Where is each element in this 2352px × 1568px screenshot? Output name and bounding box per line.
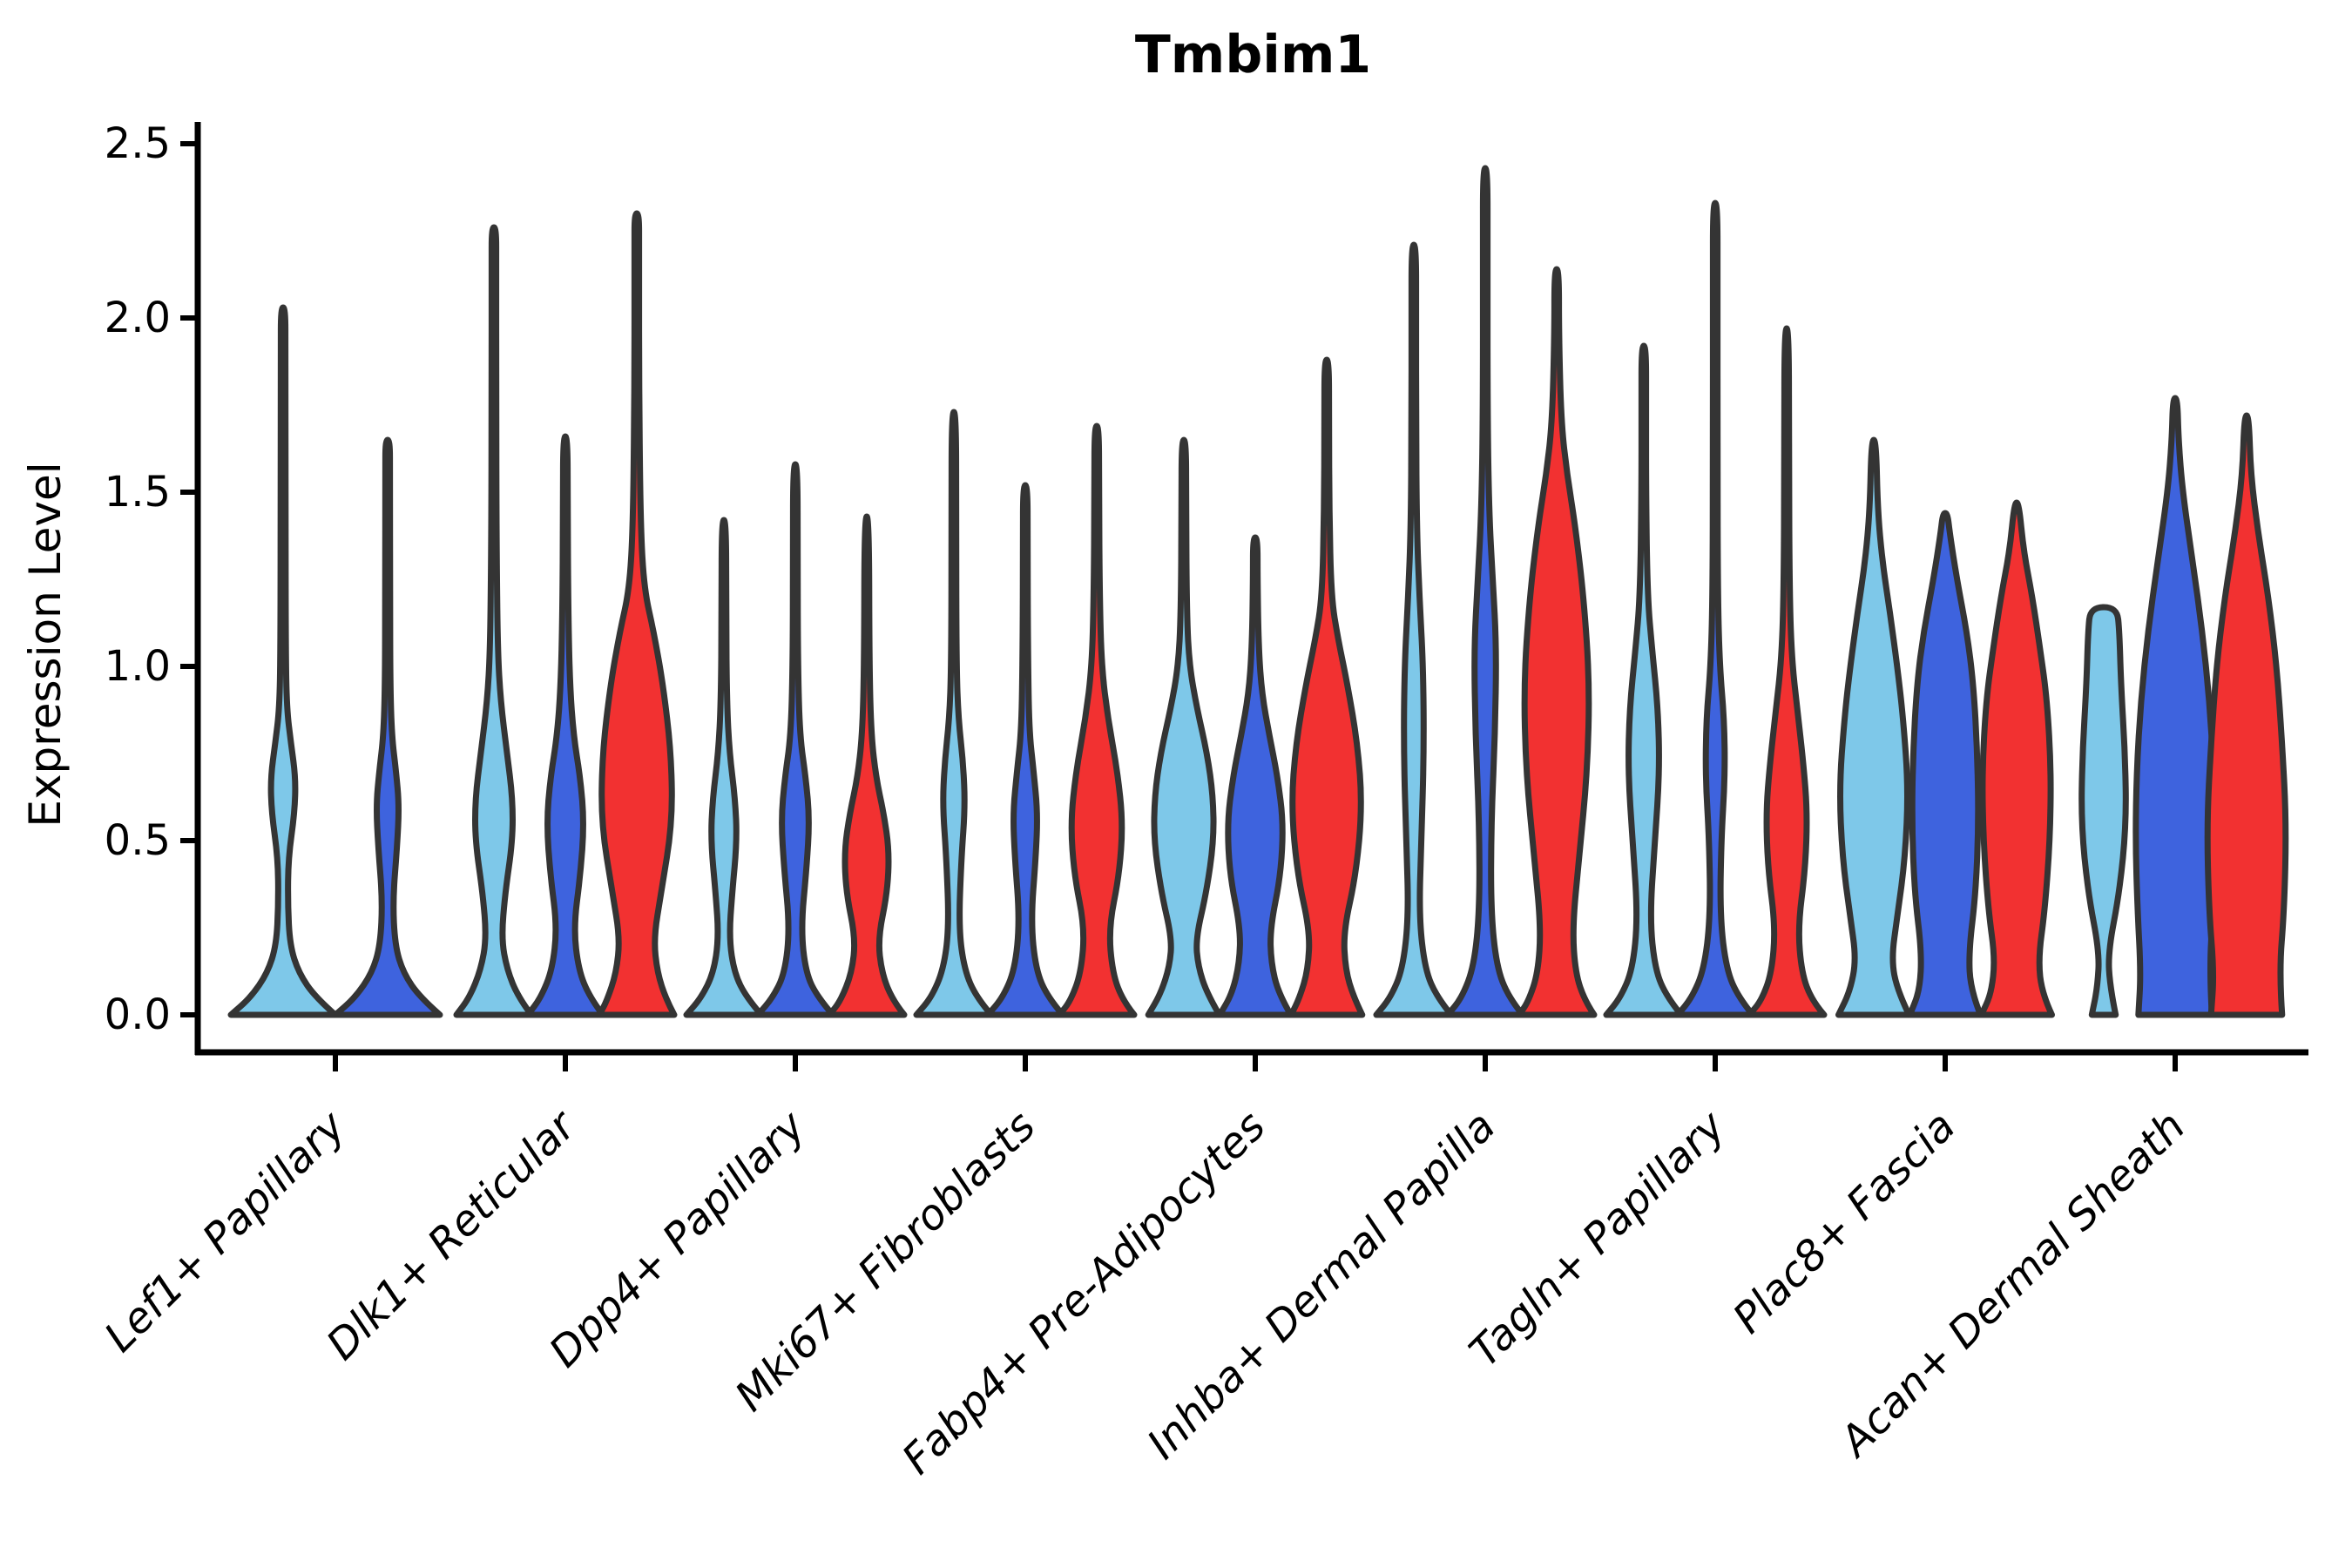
y-tick-label: 2.0 (105, 294, 171, 342)
violin-light_blue (227, 304, 339, 1018)
violin-red (1056, 422, 1138, 1018)
y-tick-label: 0.0 (105, 990, 171, 1039)
violin-red (1746, 325, 1828, 1018)
violin-red (1516, 266, 1598, 1018)
x-tick-label: Dlk1+ Reticular (317, 1100, 587, 1370)
x-tick-label: Fabp4+ Pre-Adipocytes (893, 1102, 1275, 1484)
violin-light_blue (453, 224, 535, 1018)
violin-blue (524, 433, 606, 1018)
violin-red (1978, 499, 2055, 1018)
page-title: Tmbim1 (1134, 24, 1372, 85)
violin-blue (984, 482, 1066, 1018)
violin-light_blue (1373, 241, 1455, 1018)
violin-blue (1444, 165, 1526, 1018)
violin-red (826, 513, 908, 1018)
violin-blue (1907, 510, 1984, 1018)
violin-light_blue (1603, 342, 1685, 1018)
x-tick-label: Lef1+ Papillary (95, 1101, 355, 1362)
violin-blue (1674, 199, 1756, 1018)
y-tick-label: 1.0 (105, 642, 171, 691)
y-axis-label: Expression Level (20, 462, 71, 828)
x-tick-label: Dpp4+ Papillary (540, 1101, 815, 1376)
violin-red (2204, 412, 2289, 1018)
violin-blue (754, 461, 836, 1018)
violin-light_blue (1835, 436, 1912, 1018)
violin-light_blue (683, 517, 765, 1018)
x-tick-label: Plac8+ Fascia (1724, 1102, 1965, 1343)
y-tick-label: 1.5 (105, 468, 171, 517)
violin-light_blue (2078, 604, 2129, 1018)
y-tick-label: 0.5 (105, 816, 171, 865)
x-tick-label: Tagln+ Papillary (1460, 1101, 1735, 1376)
violin-red (596, 210, 678, 1018)
violin-light_blue (1145, 436, 1223, 1018)
violin-blue (2132, 395, 2218, 1018)
violin-blue (332, 436, 443, 1018)
violin-blue (1216, 534, 1294, 1018)
violin-red (1288, 356, 1366, 1018)
violin-light_blue (913, 409, 995, 1018)
y-tick-label: 2.5 (105, 119, 171, 168)
